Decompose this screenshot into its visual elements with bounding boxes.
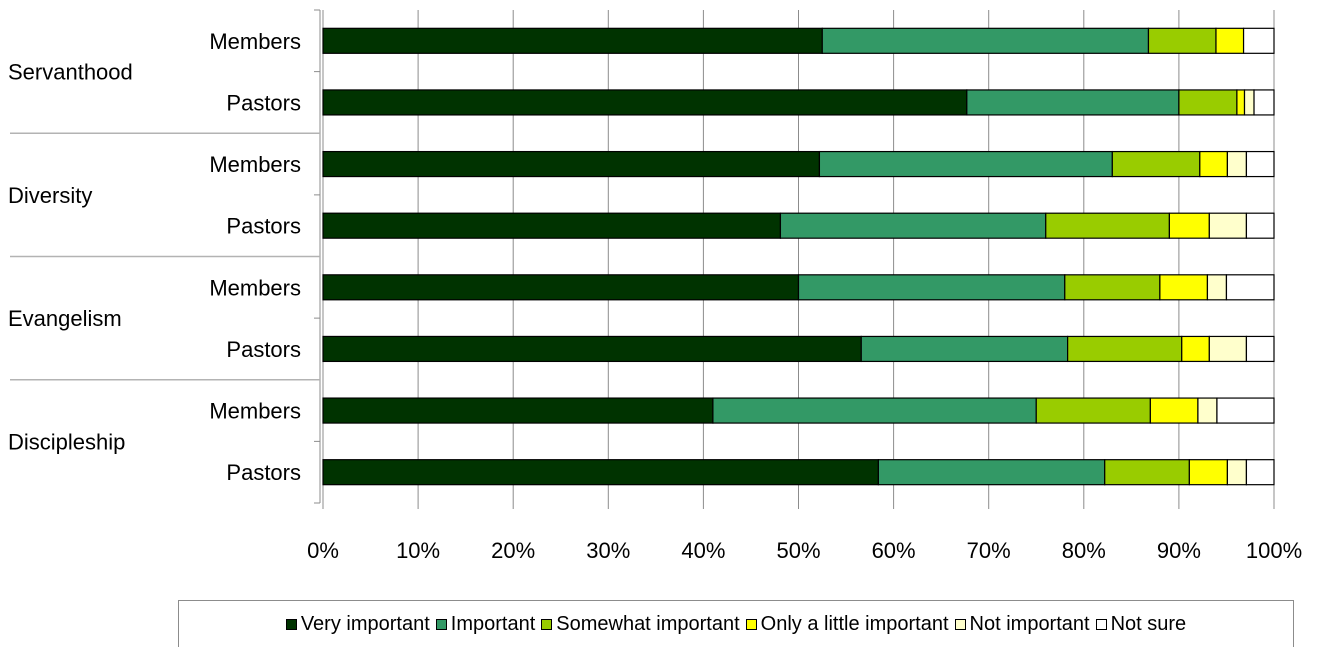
bar-segment bbox=[1206, 274, 1228, 301]
row-label: Pastors bbox=[226, 337, 301, 362]
bar-segment bbox=[966, 89, 1180, 116]
bar-segment bbox=[1242, 27, 1275, 54]
bar-segment bbox=[779, 212, 1047, 239]
bar-segment bbox=[1225, 274, 1275, 301]
row-label: Members bbox=[209, 152, 301, 177]
category-group-label: Evangelism bbox=[8, 306, 122, 331]
bar-segment bbox=[1197, 397, 1218, 424]
bar-segment bbox=[1064, 274, 1161, 301]
bar-segment bbox=[322, 212, 782, 239]
legend-swatch bbox=[1095, 618, 1107, 630]
bar-segment bbox=[1245, 212, 1275, 239]
bar-segment bbox=[322, 335, 862, 363]
stacked-bar-chart: 0% 10% 20% 30% 40% 50% 60% 70% 80% 90% 100% Servant… bbox=[8, 9, 1302, 563]
x-tick-label: 70% bbox=[967, 538, 1011, 563]
legend-item: Important bbox=[435, 612, 536, 636]
bar-segment bbox=[1208, 212, 1248, 239]
bar-segment bbox=[1226, 459, 1248, 486]
row-label: Members bbox=[209, 29, 301, 54]
bar-segment bbox=[1245, 335, 1275, 363]
legend-item: Not important bbox=[954, 612, 1090, 636]
bar-segment bbox=[1226, 150, 1248, 178]
bar-segment bbox=[1245, 459, 1275, 486]
x-tick-label: 90% bbox=[1157, 538, 1201, 563]
legend-label: Not important bbox=[969, 612, 1090, 635]
bar-segment bbox=[712, 397, 1037, 424]
legend-label: Only a little important bbox=[760, 612, 949, 635]
chart-legend: Very important Important Somewhat importan… bbox=[178, 600, 1294, 647]
legend-label: Somewhat important bbox=[556, 612, 740, 635]
legend-label: Very important bbox=[300, 612, 430, 635]
x-tick-label: 80% bbox=[1062, 538, 1106, 563]
bar-segment bbox=[821, 27, 1150, 54]
bar-segment bbox=[1245, 150, 1275, 178]
row-label: Pastors bbox=[226, 214, 301, 239]
bar-segment bbox=[322, 274, 800, 301]
bar-segment bbox=[1236, 89, 1246, 116]
legend-label: Not sure bbox=[1110, 612, 1187, 635]
bar-segment bbox=[1178, 89, 1238, 116]
bar-segment bbox=[1149, 397, 1199, 424]
x-tick-label: 0% bbox=[307, 538, 339, 563]
category-group-label: Servanthood bbox=[8, 60, 133, 85]
legend-item: Only a little important bbox=[745, 612, 949, 636]
bar-segment bbox=[1104, 459, 1190, 486]
bar-segment bbox=[1168, 212, 1210, 239]
bar-segment bbox=[1159, 274, 1209, 301]
bar-segment bbox=[1243, 89, 1255, 116]
x-tick-label: 20% bbox=[491, 538, 535, 563]
x-tick-label: 10% bbox=[396, 538, 440, 563]
bar-segment bbox=[1035, 397, 1151, 424]
bar-segment bbox=[322, 459, 879, 486]
legend-item: Not sure bbox=[1095, 612, 1187, 636]
legend-swatch bbox=[954, 618, 966, 630]
bar-segment bbox=[1181, 335, 1210, 363]
x-tick-label: 30% bbox=[586, 538, 630, 563]
bar-segment bbox=[1208, 335, 1248, 363]
bar-segment bbox=[322, 27, 823, 54]
bar-segment bbox=[322, 150, 821, 178]
x-tick-label: 50% bbox=[776, 538, 820, 563]
row-label: Pastors bbox=[226, 460, 301, 485]
bar-segment bbox=[1216, 397, 1275, 424]
row-label: Members bbox=[209, 275, 301, 300]
category-group-label: Discipleship bbox=[8, 429, 125, 454]
bar-segment bbox=[877, 459, 1106, 486]
bar-segment bbox=[1199, 150, 1229, 178]
bar-segment bbox=[860, 335, 1069, 363]
x-tick-label: 40% bbox=[681, 538, 725, 563]
bar-segment bbox=[797, 274, 1066, 301]
legend-item: Somewhat important bbox=[541, 612, 740, 636]
legend-swatch bbox=[285, 618, 297, 630]
x-tick-label: 60% bbox=[872, 538, 916, 563]
bar-segment bbox=[322, 89, 968, 116]
row-label: Members bbox=[209, 399, 301, 424]
x-tick-label: 100% bbox=[1246, 538, 1302, 563]
bar-segment bbox=[1253, 89, 1275, 116]
bar-segment bbox=[1111, 150, 1201, 178]
row-label: Pastors bbox=[226, 90, 301, 115]
bar-segment bbox=[322, 397, 714, 424]
legend-label: Important bbox=[450, 612, 536, 635]
legend-swatch bbox=[745, 618, 757, 630]
bar-segment bbox=[1215, 27, 1245, 54]
legend-swatch bbox=[541, 618, 553, 630]
bar-segment bbox=[1045, 212, 1170, 239]
category-group-label: Diversity bbox=[8, 183, 92, 208]
legend-swatch bbox=[435, 618, 447, 630]
legend-item: Very important bbox=[285, 612, 430, 636]
bar-segment bbox=[1147, 27, 1217, 54]
bar-segment bbox=[818, 150, 1113, 178]
bar-segment bbox=[1067, 335, 1183, 363]
bar-segment bbox=[1188, 459, 1229, 486]
